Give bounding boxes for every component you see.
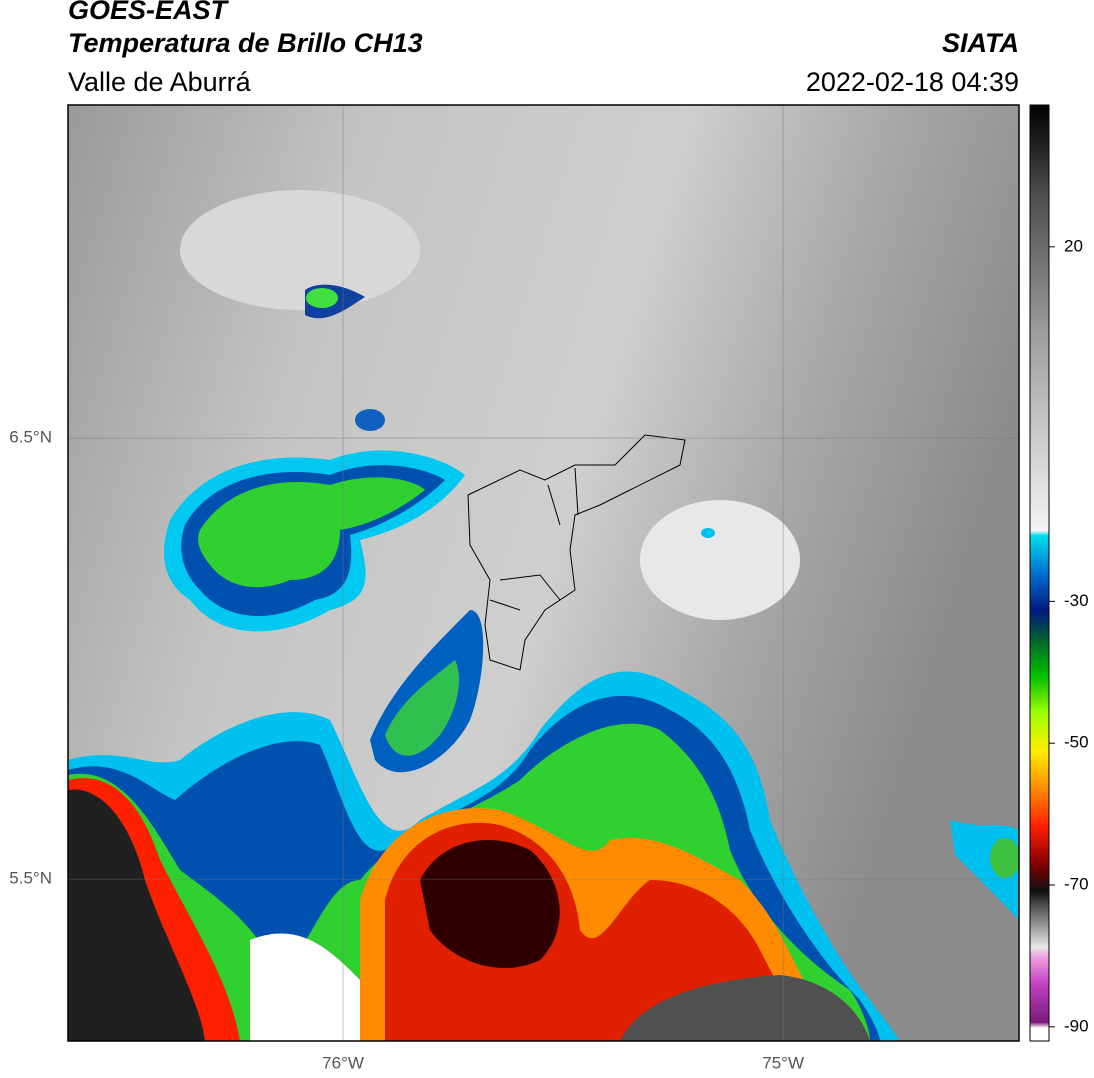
title-product: Temperatura de Brillo CH13	[68, 28, 423, 58]
cloud-cold	[701, 528, 715, 538]
colorbar-ticks: 20 -30 -50 -70 -90	[1049, 236, 1089, 1035]
colorbar-tick-label: 20	[1064, 236, 1083, 255]
colorbar-tick-label: -70	[1064, 874, 1089, 893]
colorbar	[1029, 104, 1050, 1042]
municipal-boundaries	[467, 434, 686, 671]
colorbar-tick-label: -30	[1064, 591, 1089, 610]
satellite-image	[68, 105, 1019, 1041]
warm-area	[180, 190, 420, 310]
title-region: Valle de Aburrá	[68, 67, 252, 97]
cloud-cold	[355, 409, 385, 431]
cloud-cold	[420, 840, 560, 969]
cloud-cold	[306, 288, 338, 308]
warm-area	[640, 500, 800, 620]
lon-tick-label: 75°W	[762, 1053, 804, 1072]
warm-area	[250, 933, 360, 1041]
title-source: SIATA	[942, 28, 1019, 58]
cloud-cold	[68, 789, 205, 1041]
cloud-cold	[620, 975, 870, 1041]
lat-tick-label: 6.5°N	[9, 428, 52, 447]
lat-tick-label: 5.5°N	[9, 869, 52, 888]
graticule: 76°W 75°W 6.5°N 5.5°N	[9, 105, 1019, 1072]
lon-tick-label: 76°W	[322, 1053, 364, 1072]
cloud-cold	[385, 660, 460, 756]
map-frame	[67, 104, 1020, 1042]
colorbar-tick-label: -90	[1064, 1016, 1089, 1035]
title-datetime: 2022-02-18 04:39	[806, 67, 1019, 97]
title-satellite: GOES-EAST	[68, 0, 230, 25]
cloud-cold	[990, 838, 1019, 878]
cloud-cold	[198, 477, 425, 588]
colorbar-tick-label: -50	[1064, 733, 1089, 752]
